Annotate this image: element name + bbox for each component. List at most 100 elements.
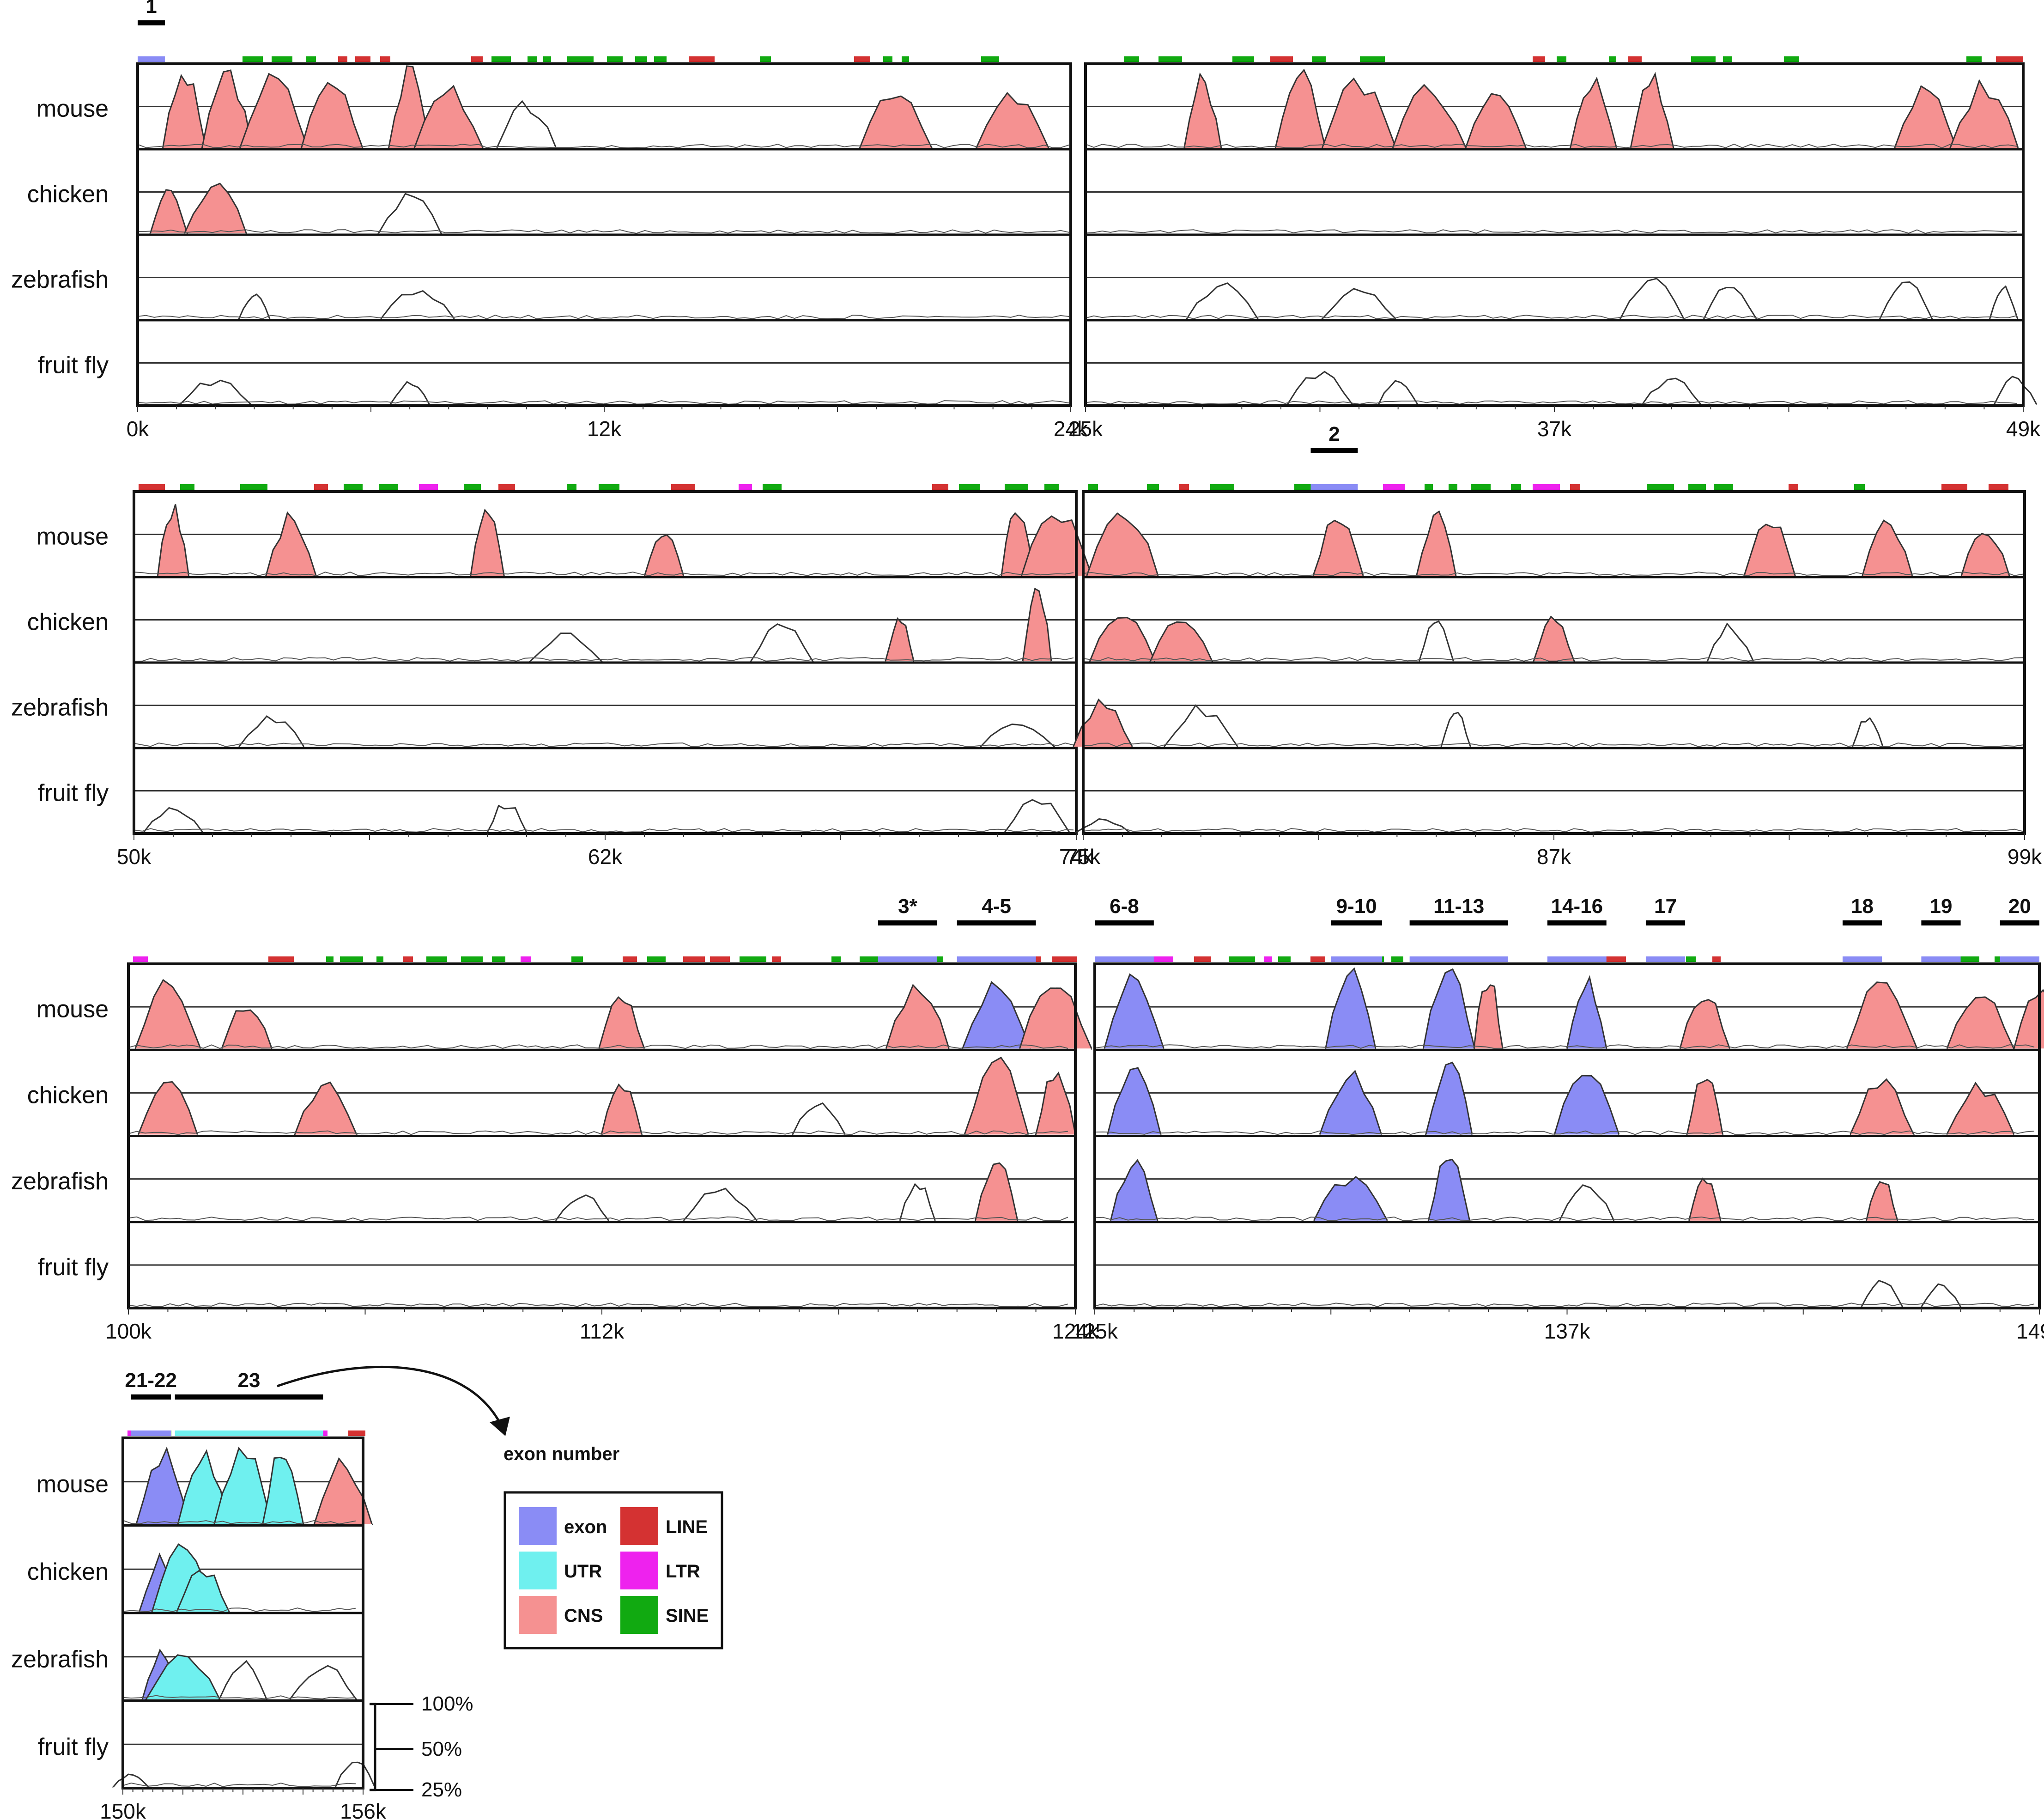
legend-label-exon: exon [564, 1517, 607, 1537]
conservation-peak-line [1532, 615, 1576, 662]
conservation-peak-fill [1319, 1071, 1382, 1135]
baseline-trace [1085, 400, 2017, 405]
conservation-peak-fill [885, 618, 914, 661]
baseline-trace [1083, 657, 2023, 662]
conservation-peak-line [1703, 286, 1757, 320]
axis-tick-label: 24k [1054, 417, 1088, 441]
repeat-annotation-sine [528, 56, 537, 62]
repeat-annotation-ltr [1264, 956, 1272, 962]
exon-label: 21-22 [125, 1369, 177, 1392]
repeat-annotation-sine [1691, 56, 1716, 62]
conservation-peak-fill [1313, 520, 1364, 576]
species-label: chicken [27, 181, 109, 208]
exon-label: 18 [1851, 895, 1874, 918]
conservation-peak-line [138, 1081, 198, 1135]
scale-bracket [370, 1703, 413, 1791]
repeat-annotation-line [380, 56, 390, 62]
conservation-peak-line [143, 807, 203, 833]
repeat-annotation-line [1941, 484, 1967, 490]
conservation-peak-fill [1019, 988, 1092, 1049]
conservation-peak-fill [314, 1458, 372, 1524]
repeat-annotation-sine [599, 484, 619, 490]
axis-tick-label: 49k [2006, 417, 2041, 441]
repeat-annotation-line [1600, 956, 1626, 962]
conservation-peak-line [237, 293, 271, 320]
conservation-peak-fill [1021, 516, 1092, 576]
repeat-annotation-sine [1511, 484, 1521, 490]
repeat-annotation-sine [1557, 56, 1566, 62]
conservation-peak-line [1418, 620, 1454, 662]
baseline-trace [1094, 1044, 2035, 1049]
species-label: fruit fly [38, 352, 109, 379]
axis-tick-label: 12k [587, 417, 622, 441]
conservation-peak-fill [2014, 990, 2044, 1049]
conservation-peak-line [289, 1665, 358, 1700]
repeat-annotation-ltr [521, 956, 531, 962]
conservation-peak-line [600, 1083, 643, 1135]
conservation-peak-fill [135, 980, 201, 1049]
conservation-peak-fill [295, 1082, 357, 1135]
conservation-peak-fill [1534, 616, 1574, 661]
species-label: zebrafish [11, 1168, 109, 1195]
conservation-peak-line [1619, 278, 1685, 320]
conservation-peak-line [1185, 282, 1259, 320]
repeat-annotation-sine [543, 56, 551, 62]
panel-1 [136, 20, 1072, 412]
species-label: fruit fly [38, 780, 109, 807]
species-label: mouse [36, 96, 109, 122]
repeat-annotation-line [932, 484, 948, 490]
conservation-peak-fill [146, 1655, 220, 1699]
repeat-annotation-sine [1312, 56, 1326, 62]
repeat-annotation-line [1628, 56, 1642, 62]
baseline-trace [128, 1044, 1068, 1049]
conservation-peak-line [1019, 987, 1092, 1050]
conservation-peak-line [1319, 1070, 1383, 1135]
exon-label: 20 [2008, 895, 2031, 918]
axis-tick-label: 62k [588, 845, 623, 869]
conservation-peak-line [885, 617, 915, 662]
repeat-annotation-sine [571, 956, 583, 962]
axis-tick-label: 87k [1537, 845, 1571, 869]
conservation-peak-line [1149, 621, 1213, 662]
repeat-annotation-line [355, 56, 370, 62]
exon-annotation [1921, 956, 1961, 962]
scale-label-100: 100% [421, 1692, 473, 1715]
baseline-trace [122, 1695, 356, 1699]
exon-marker-bar [1921, 920, 1961, 925]
repeat-annotation-sine [272, 56, 292, 62]
conservation-peak-fill [1314, 1177, 1388, 1221]
conservation-peak-line [1879, 281, 1934, 320]
legend-swatch-line [620, 1507, 658, 1545]
conservation-peak-line [335, 1761, 376, 1788]
conservation-peak-line [1422, 968, 1475, 1051]
baseline-trace [1083, 572, 2023, 577]
conservation-peak-fill [1416, 511, 1456, 576]
repeat-annotation-line [498, 484, 515, 490]
repeat-annotation-line [1996, 56, 2023, 62]
conservation-peak-fill [964, 1057, 1029, 1135]
baseline-trace [122, 1607, 356, 1613]
repeat-annotation-line [471, 56, 483, 62]
species-label: mouse [36, 96, 109, 122]
repeat-annotation-ltr [739, 484, 752, 490]
axis-tick-label: 137k [1544, 1319, 1591, 1343]
baseline-trace [1085, 229, 2017, 234]
repeat-annotation-sine [760, 56, 771, 62]
conservation-peak-fill [1107, 1068, 1161, 1135]
conservation-peak-line [1852, 717, 1884, 748]
repeat-annotation-sine [376, 956, 383, 962]
repeat-annotation-line [1989, 484, 2008, 490]
repeat-annotation-sine [240, 484, 267, 490]
conservation-peak-fill [1086, 513, 1158, 576]
conservation-peak-line [1020, 515, 1093, 577]
repeat-annotation-sine [1609, 56, 1616, 62]
legend-label-line: LINE [666, 1517, 708, 1537]
baseline-trace [1083, 828, 2023, 833]
repeat-annotation-sine [1686, 956, 1696, 962]
conservation-peak-line [1865, 1181, 1898, 1223]
conservation-peak-line [1686, 1078, 1724, 1135]
conservation-peak-fill [301, 83, 363, 148]
repeat-annotation-sine [1714, 484, 1733, 490]
conservation-peak-line [239, 73, 309, 149]
conservation-peak-fill [1022, 589, 1052, 661]
